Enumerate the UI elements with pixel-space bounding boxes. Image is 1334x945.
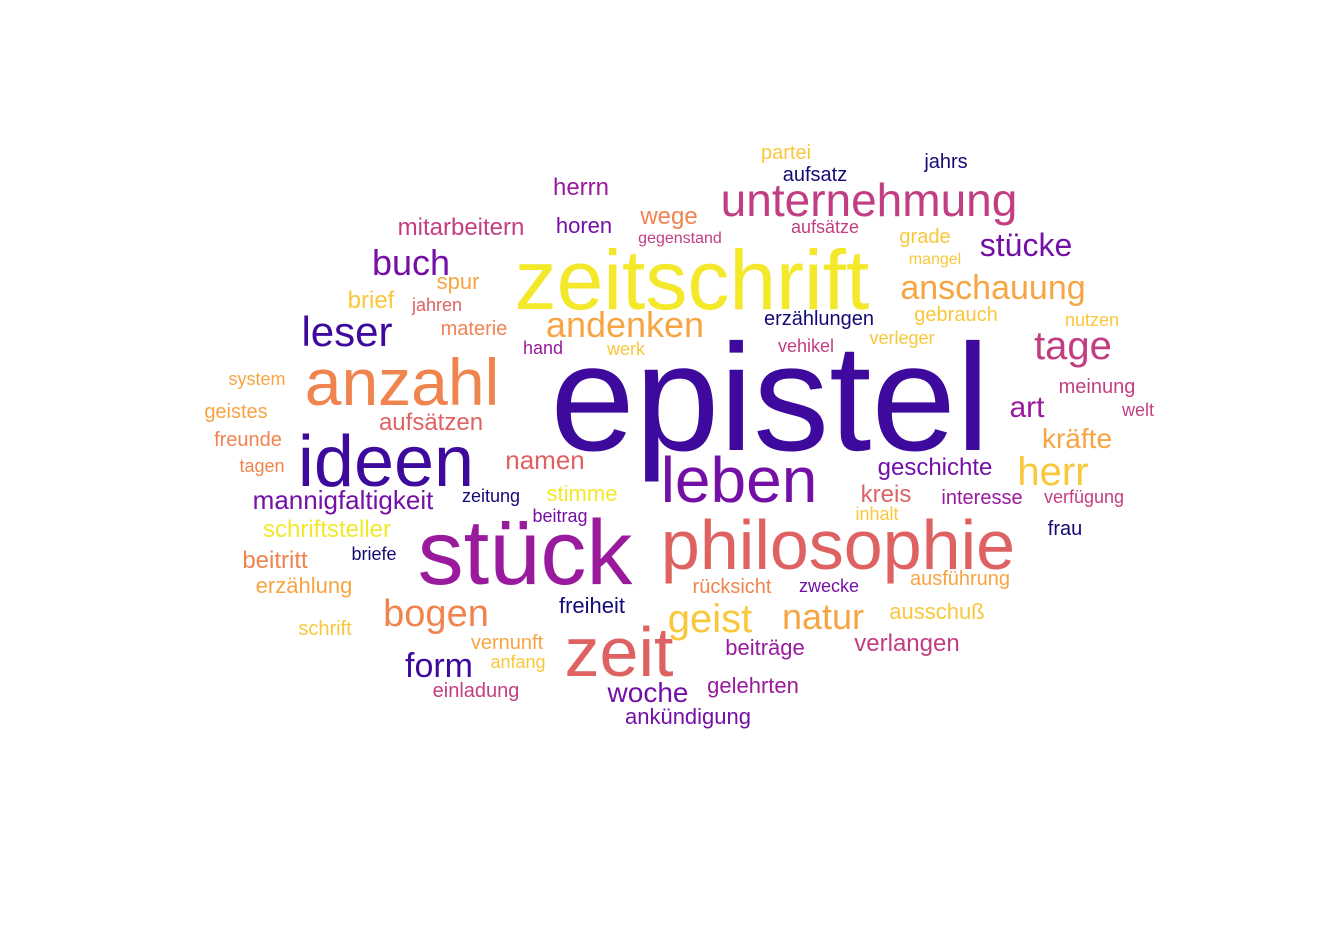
word-zeit: zeit	[564, 613, 674, 691]
word-verleger: verleger	[869, 328, 935, 348]
word-briefe: briefe	[351, 544, 397, 564]
word-philosophie: philosophie	[660, 506, 1016, 584]
word-vehikel: vehikel	[777, 336, 835, 356]
word-andenken: andenken	[545, 304, 705, 345]
word-zwecke: zwecke	[798, 576, 860, 596]
word-kraefte: kräfte	[1041, 423, 1113, 454]
word-ankuendigung: ankündigung	[624, 704, 752, 729]
word-gegenstand: gegenstand	[638, 230, 722, 247]
word-geistes: geistes	[204, 401, 268, 423]
word-einladung: einladung	[432, 680, 520, 702]
word-nutzen: nutzen	[1064, 310, 1120, 330]
word-aufsaetzen: aufsätzen	[378, 409, 484, 436]
word-kreis: kreis	[860, 481, 912, 508]
word-schriftsteller: schriftsteller	[262, 516, 392, 543]
word-freunde: freunde	[214, 429, 282, 451]
word-anfang: anfang	[490, 652, 546, 672]
word-namen: namen	[505, 445, 585, 475]
word-brief: brief	[347, 287, 395, 314]
word-aufsaetze: aufsätze	[790, 217, 860, 237]
word-schrift: schrift	[298, 618, 352, 640]
word-spur: spur	[436, 269, 480, 294]
word-unternehmung: unternehmung	[720, 174, 1018, 226]
word-anzahl: anzahl	[304, 345, 500, 419]
word-herr: herr	[1017, 450, 1089, 494]
word-wege: wege	[640, 203, 698, 230]
word-verlangen: verlangen	[854, 630, 960, 657]
word-geist: geist	[667, 597, 753, 641]
word-natur: natur	[781, 596, 865, 637]
word-zeitung: zeitung	[461, 486, 521, 506]
word-stuecke: stücke	[979, 227, 1073, 263]
word-ausfuehrung: ausführung	[909, 568, 1011, 590]
word-stimme: stimme	[546, 481, 618, 506]
word-anschauung: anschauung	[900, 269, 1086, 307]
word-partei: partei	[760, 142, 812, 164]
word-beitrag: beitrag	[532, 506, 588, 526]
word-woche: woche	[607, 677, 689, 708]
word-jahrs: jahrs	[924, 151, 968, 173]
word-horen: horen	[555, 213, 613, 238]
word-aufsatz: aufsatz	[782, 164, 848, 186]
word-welt: welt	[1121, 400, 1155, 420]
word-freiheit: freiheit	[558, 593, 626, 618]
word-buch: buch	[371, 242, 451, 283]
word-gebrauch: gebrauch	[914, 304, 998, 326]
word-tagen: tagen	[239, 456, 285, 476]
word-beitritt: beitritt	[242, 547, 308, 574]
word-leser: leser	[301, 308, 393, 355]
word-vernunft: vernunft	[470, 632, 544, 654]
word-interesse: interesse	[941, 487, 1023, 509]
word-gelehrten: gelehrten	[707, 673, 799, 698]
word-ausschuss: ausschuß	[889, 599, 985, 624]
word-beitraege: beiträge	[725, 635, 805, 660]
word-leben: leben	[660, 444, 818, 516]
word-jahren: jahren	[411, 295, 463, 315]
word-werk: werk	[606, 339, 646, 359]
word-mangel: mangel	[908, 251, 962, 268]
word-materie: materie	[440, 318, 508, 340]
word-mitarbeitern: mitarbeitern	[397, 214, 525, 241]
word-form: form	[405, 647, 473, 685]
word-geschichte: geschichte	[877, 454, 993, 481]
word-ruecksicht: rücksicht	[692, 576, 772, 598]
word-erzaehlungen: erzählungen	[763, 308, 875, 330]
word-system: system	[228, 369, 286, 389]
word-meinung: meinung	[1058, 376, 1136, 398]
word-ideen: ideen	[297, 422, 475, 502]
word-verfuegung: verfügung	[1043, 487, 1125, 507]
word-bogen: bogen	[383, 593, 489, 635]
word-grade: grade	[899, 226, 951, 248]
word-art: art	[1009, 391, 1045, 424]
word-epistel: epistel	[550, 313, 990, 483]
word-erzaehlung: erzählung	[255, 573, 353, 598]
word-zeitschrift: zeitschrift	[514, 233, 870, 327]
word-herrn: herrn	[552, 174, 610, 201]
word-stueck: stück	[417, 502, 633, 604]
word-frau: frau	[1047, 518, 1083, 540]
word-hand: hand	[522, 338, 564, 358]
word-mannigfaltigkeit: mannigfaltigkeit	[252, 485, 434, 515]
word-inhalt: inhalt	[855, 504, 899, 524]
word-tage: tage	[1034, 324, 1112, 368]
